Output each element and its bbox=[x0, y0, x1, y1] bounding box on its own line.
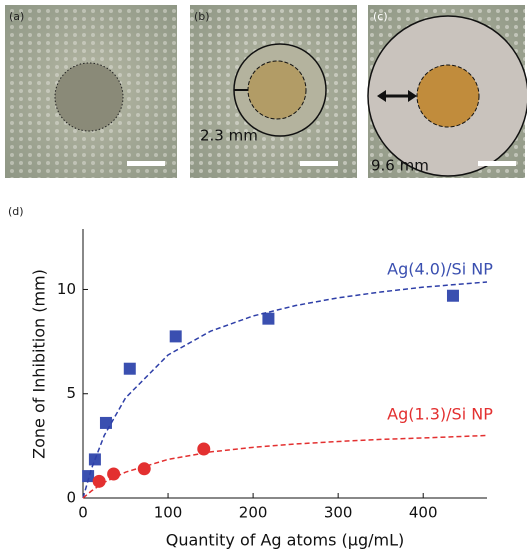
fit-curve bbox=[83, 435, 487, 498]
x-tick-label: 200 bbox=[239, 504, 268, 522]
annotation: 2.3 mm bbox=[200, 127, 258, 145]
photo-b bbox=[190, 5, 357, 178]
photo-c bbox=[368, 5, 527, 178]
panel-label: (d) bbox=[8, 205, 24, 218]
point bbox=[100, 417, 112, 429]
x-tick-label: 300 bbox=[324, 504, 353, 522]
point bbox=[170, 330, 182, 342]
x-tick-label: 400 bbox=[409, 504, 438, 522]
y-axis-label: Zone of Inhibition (mm) bbox=[30, 269, 49, 459]
y-tick-label: 10 bbox=[57, 280, 76, 298]
point bbox=[262, 313, 274, 325]
point bbox=[124, 363, 136, 375]
series-label: Ag(4.0)/Si NP bbox=[387, 260, 493, 279]
x-axis-label: Quantity of Ag atoms (μg/mL) bbox=[166, 531, 405, 550]
point bbox=[447, 290, 459, 302]
series-label: Ag(1.3)/Si NP bbox=[387, 405, 493, 424]
panel-label: (c) bbox=[373, 10, 388, 23]
y-tick-label: 0 bbox=[66, 489, 76, 507]
y-tick-label: 5 bbox=[66, 384, 76, 402]
annotation: 9.6 mm bbox=[371, 157, 429, 175]
x-tick-label: 0 bbox=[78, 504, 88, 522]
panel-label: (b) bbox=[194, 10, 210, 23]
x-tick-label: 100 bbox=[154, 504, 183, 522]
photo-a bbox=[5, 5, 177, 178]
page: (a) (b) (c) 2.3 mm 9.6 mm (d) Quantity o… bbox=[0, 0, 527, 554]
panel-label: (a) bbox=[9, 10, 24, 23]
point bbox=[138, 462, 151, 475]
figure: (a) (b) (c) 2.3 mm 9.6 mm (d) Quantity o… bbox=[0, 0, 527, 554]
